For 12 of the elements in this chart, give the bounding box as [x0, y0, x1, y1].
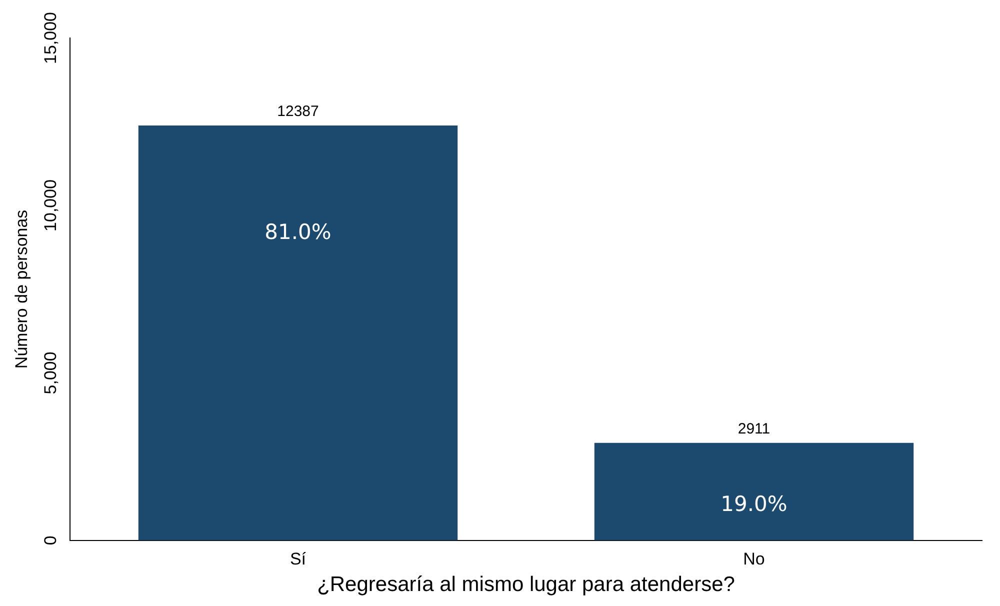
- y-tick-label: 15,000: [41, 12, 60, 64]
- annotation: 19.0%: [720, 492, 788, 516]
- y-tick-label: 5,000: [41, 352, 60, 394]
- x-tick-label: Sí: [290, 549, 306, 568]
- y-tick-label: 0: [41, 536, 60, 546]
- y-tick-label: 10,000: [41, 179, 60, 232]
- x-axis-title: ¿Regresaría al mismo lugar para atenderse?: [317, 573, 735, 596]
- y-axis-title: Número de personas: [12, 210, 31, 369]
- data-label: 2911: [738, 420, 770, 438]
- annotation: 81.0%: [264, 220, 332, 244]
- data-label: 12387: [277, 103, 319, 120]
- x-tick-label: No: [743, 549, 765, 568]
